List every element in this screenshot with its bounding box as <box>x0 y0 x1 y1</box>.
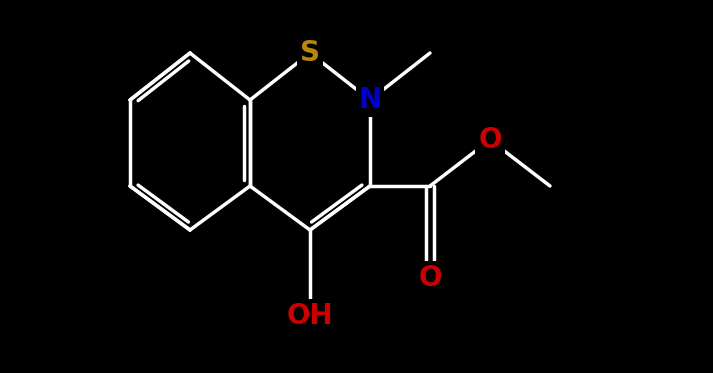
Text: N: N <box>359 86 381 114</box>
Text: S: S <box>300 39 320 67</box>
Text: O: O <box>419 264 442 292</box>
Text: O: O <box>478 126 502 154</box>
Text: OH: OH <box>287 302 333 330</box>
